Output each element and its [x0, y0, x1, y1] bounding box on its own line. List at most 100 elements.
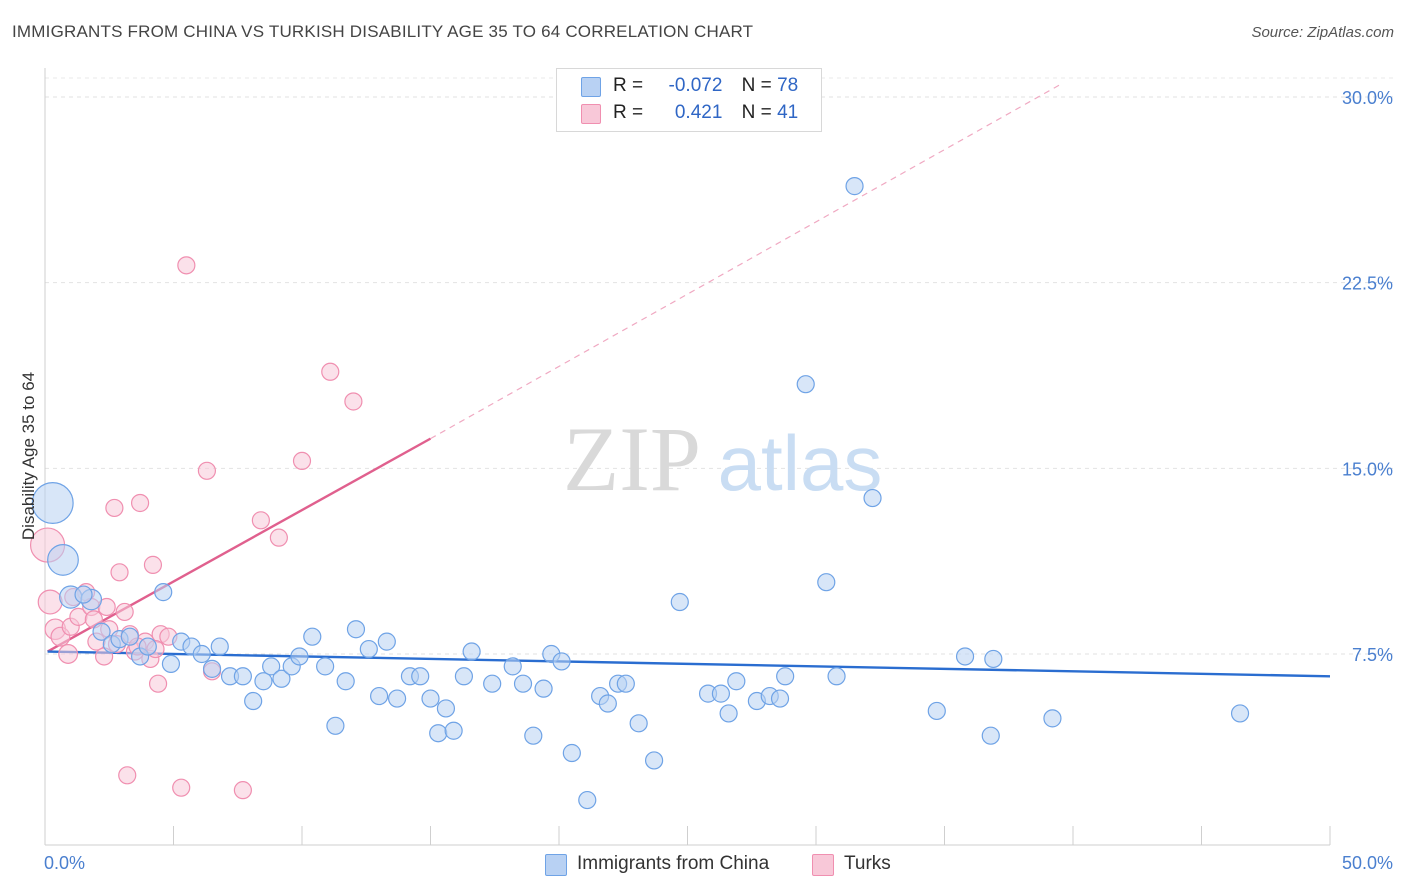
watermark-atlas: atlas	[718, 419, 883, 507]
china-point	[579, 792, 596, 809]
n-label: N =	[742, 75, 772, 96]
legend-china-swatch	[545, 854, 567, 876]
legend: Immigrants from China Turks	[0, 852, 1406, 878]
turks-point	[119, 767, 136, 784]
china-point	[777, 668, 794, 685]
china-point	[563, 745, 580, 762]
points-turks	[31, 257, 362, 799]
china-point	[797, 376, 814, 393]
turks-point	[270, 529, 287, 546]
china-point	[455, 668, 472, 685]
turks-point	[178, 257, 195, 274]
china-point	[484, 675, 501, 692]
china-point	[553, 653, 570, 670]
turks-point	[106, 499, 123, 516]
gridlines	[45, 78, 1395, 654]
watermark: ZIP atlas	[563, 408, 882, 510]
china-point	[720, 705, 737, 722]
china-point	[48, 545, 79, 576]
china-point	[317, 658, 334, 675]
china-point	[617, 675, 634, 692]
turks-point	[150, 675, 167, 692]
china-point	[347, 621, 364, 638]
china-point	[982, 727, 999, 744]
china-point	[630, 715, 647, 732]
y-axis-title: Disability Age 35 to 64	[19, 372, 38, 540]
correlation-stats-box: R = -0.072 N = 78 R = 0.421 N = 41	[556, 68, 822, 132]
china-point	[515, 675, 532, 692]
china-point	[193, 646, 210, 663]
china-point	[463, 643, 480, 660]
n-value: 41	[777, 102, 798, 123]
china-point	[430, 725, 447, 742]
turks-point	[198, 462, 215, 479]
china-point	[599, 695, 616, 712]
china-point	[437, 700, 454, 717]
china-point	[712, 685, 729, 702]
china-point	[337, 673, 354, 690]
china-point	[75, 586, 92, 603]
china-point	[304, 628, 321, 645]
legend-turks-swatch	[812, 854, 834, 876]
legend-china-label: Immigrants from China	[577, 853, 769, 875]
china-point	[162, 655, 179, 672]
china-point	[378, 633, 395, 650]
turks-point	[59, 645, 78, 664]
n-value: 78	[777, 75, 798, 96]
china-point	[846, 178, 863, 195]
china-point	[445, 722, 462, 739]
turks-point	[294, 452, 311, 469]
trend-lines	[48, 85, 1330, 677]
china-point	[204, 660, 221, 677]
r-value: 0.421	[648, 102, 722, 124]
turks-point	[116, 603, 133, 620]
china-point	[535, 680, 552, 697]
china-point	[211, 638, 228, 655]
r-value: -0.072	[648, 75, 722, 97]
china-point	[985, 650, 1002, 667]
china-point	[818, 574, 835, 591]
china-point	[928, 702, 945, 719]
turks-point	[322, 363, 339, 380]
china-point	[1044, 710, 1061, 727]
y-tick-label: 22.5%	[1342, 274, 1393, 294]
turks-point	[252, 512, 269, 529]
turks-trend-extension	[431, 85, 1061, 439]
legend-turks-label: Turks	[844, 853, 891, 875]
r-label: R =	[613, 75, 643, 96]
china-point	[234, 668, 251, 685]
y-tick-label: 30.0%	[1342, 88, 1393, 108]
china-point	[1232, 705, 1249, 722]
china-point	[422, 690, 439, 707]
china-point	[32, 483, 73, 524]
china-point	[828, 668, 845, 685]
turks-swatch	[581, 104, 601, 124]
watermark-zip: ZIP	[563, 408, 701, 510]
y-tick-label: 7.5%	[1352, 645, 1393, 665]
china-point	[646, 752, 663, 769]
turks-trend-line	[48, 439, 431, 652]
china-point	[121, 628, 138, 645]
china-point	[671, 594, 688, 611]
china-point	[360, 641, 377, 658]
china-point	[772, 690, 789, 707]
turks-point	[111, 564, 128, 581]
china-point	[728, 673, 745, 690]
scatter-plot: ZIP atlas 7.5%15.0%22.5%30.0%0.0% 50.0% D…	[0, 0, 1406, 892]
china-point	[525, 727, 542, 744]
china-point	[139, 638, 156, 655]
china-point	[504, 658, 521, 675]
china-point	[864, 490, 881, 507]
china-point	[389, 690, 406, 707]
turks-point	[173, 779, 190, 796]
china-point	[245, 693, 262, 710]
china-point	[327, 717, 344, 734]
turks-point	[234, 782, 251, 799]
china-point	[155, 584, 172, 601]
china-point	[371, 688, 388, 705]
turks-point	[132, 494, 149, 511]
turks-point	[38, 590, 62, 614]
china-swatch	[581, 77, 601, 97]
turks-point	[144, 556, 161, 573]
china-point	[412, 668, 429, 685]
